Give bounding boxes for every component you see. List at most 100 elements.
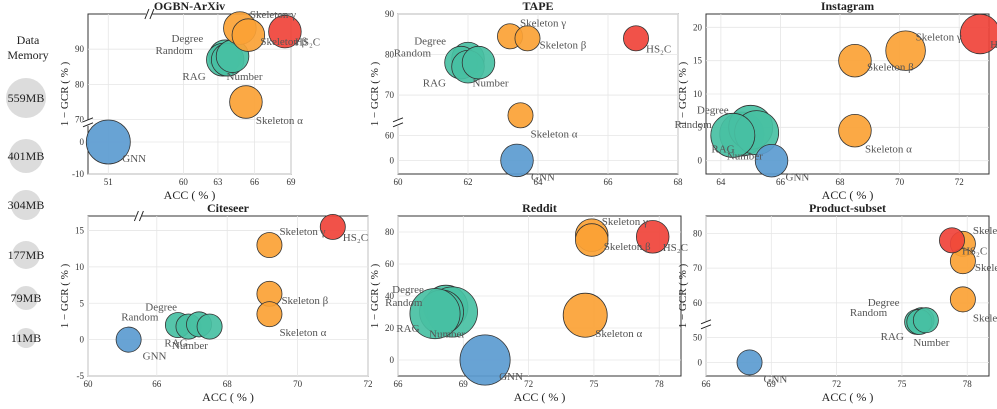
data-point-label: Number [913, 337, 949, 349]
y-tick-label: 10 [75, 262, 85, 272]
data-point-label: Skeleton β [975, 262, 997, 274]
data-point-label: GNN [499, 371, 523, 383]
data-point-label: HS₂C [295, 37, 320, 49]
y-tick-label: 70 [693, 263, 703, 273]
x-tick-label: 62 [464, 177, 473, 187]
data-point-bubble [736, 349, 763, 376]
data-point-label: Skeleton γ [520, 17, 566, 29]
data-point-label: Skeleton β [540, 39, 587, 51]
legend-size-label: 559MB [8, 91, 45, 105]
x-tick-label: 68 [836, 177, 846, 187]
chart-panel: 51 60 63 66 69 -10 0 70 80 90 OGBN-ArXiv ACC ( % ) 1… [59, 0, 320, 202]
legend-size-label: 177MB [8, 248, 45, 262]
data-point-label: Skeleton γ [973, 225, 997, 237]
legend-bubbles: 559MB 401MB 304MB 177MB 79MB 11MB [6, 78, 46, 348]
y-axis-label: 1 − GCR ( % ) [677, 263, 689, 328]
data-point-label: Random [394, 48, 432, 60]
data-point-label: Random [121, 312, 159, 324]
data-point-label: RAG [881, 331, 904, 343]
x-axis-label: ACC ( % ) [822, 390, 874, 404]
legend-bubble [11, 190, 41, 220]
y-tick-label: 20 [385, 323, 395, 333]
data-point-label: Skeleton γ [916, 32, 962, 44]
legend-bubble [16, 328, 36, 348]
data-point-bubble [912, 307, 939, 334]
x-tick-label: 70 [293, 379, 303, 389]
data-point-label: Degree [414, 36, 446, 48]
y-tick-label: 0 [698, 156, 703, 166]
y-tick-label: 5 [80, 298, 85, 308]
x-tick-label: 51 [104, 177, 113, 187]
data-point-label: Random [385, 297, 423, 309]
data-point-label: Degree [697, 104, 729, 116]
x-axis-label: ACC ( % ) [164, 188, 216, 202]
chart-panel: 66 69 72 75 78 0 50 60 70 80 Product-subset ACC ( %… [677, 201, 997, 404]
data-point-label: RAG [182, 71, 205, 83]
x-tick-label: 72 [955, 177, 964, 187]
legend-bubble [12, 241, 40, 269]
data-point-label: Number [429, 329, 465, 341]
data-point-label: RAG [396, 323, 419, 335]
data-point-label: Number [172, 340, 208, 352]
x-axis-label: ACC ( % ) [822, 188, 874, 202]
data-point-bubble [939, 227, 965, 254]
y-tick-label: 0 [390, 155, 395, 165]
x-axis-break [144, 8, 150, 20]
y-tick-label: 5 [698, 122, 703, 132]
data-point-label: HS₂C [962, 245, 987, 257]
y-tick-label: 60 [693, 298, 703, 308]
y-tick-label: 60 [385, 131, 395, 141]
data-point-label: Skeleton β [604, 241, 651, 253]
data-point-label: HS₂C [990, 39, 997, 51]
x-tick-label: 72 [832, 379, 841, 389]
data-point-label: Number [473, 78, 509, 90]
x-tick-label: 68 [674, 177, 684, 187]
data-point-label: RAG [711, 144, 734, 156]
data-point-bubble [85, 119, 131, 165]
x-tick-label: 70 [895, 177, 905, 187]
data-point-label: HS₂C [663, 242, 688, 254]
y-tick-label: 80 [693, 228, 703, 238]
y-tick-label: 0 [80, 335, 85, 345]
chart-panel: 66 69 72 75 78 0 20 40 60 80 Reddit ACC ( % ) 1 − GC… [369, 201, 688, 404]
x-tick-label: 72 [524, 379, 533, 389]
x-tick-label: 64 [534, 177, 544, 187]
chart-panel: 64 66 68 70 72 0 5 10 15 20 Instagram ACC ( % ) 1 − … [674, 0, 997, 202]
data-point-label: Skeleton γ [279, 226, 325, 238]
data-point-label: Skeleton α [279, 327, 326, 339]
data-point-label: GNN [531, 171, 555, 183]
data-point-bubble [635, 220, 670, 254]
x-tick-label: 78 [963, 379, 973, 389]
x-tick-label: 63 [213, 177, 223, 187]
data-point-label: Skeleton α [973, 312, 997, 324]
data-point-label: GNN [786, 172, 810, 184]
data-point-bubble [885, 30, 926, 71]
y-tick-label: 10 [693, 89, 703, 99]
y-tick-label: -5 [77, 371, 85, 381]
x-axis-break [138, 210, 144, 222]
y-axis-break-gap [83, 119, 93, 126]
data-point-label: Skeleton β [260, 36, 307, 48]
data-point-bubble [949, 286, 976, 313]
legend-bubble [6, 78, 46, 118]
data-point-label: GNN [143, 351, 167, 363]
x-axis-label: ACC ( % ) [202, 390, 254, 404]
data-point-bubble [459, 334, 511, 386]
y-tick-label: 80 [385, 227, 395, 237]
y-tick-label: 70 [75, 115, 85, 125]
data-point-label: Degree [145, 301, 177, 313]
legend-bubble [9, 139, 43, 173]
x-tick-label: 66 [776, 177, 786, 187]
data-point-bubble [115, 326, 142, 353]
panel-title: Instagram [821, 0, 874, 13]
data-point-bubble [710, 112, 756, 158]
y-tick-label: 15 [693, 56, 703, 66]
x-tick-label: 66 [152, 379, 162, 389]
data-point-bubble [256, 232, 283, 259]
chart-panel: 60 62 64 66 68 0 60 70 80 90 TAPE 1 − GCR ( % ) GNN H… [369, 0, 683, 187]
y-tick-label: 40 [385, 291, 395, 301]
y-tick-label: 70 [385, 90, 395, 100]
legend-bubble [14, 286, 38, 310]
y-axis-break [392, 117, 404, 123]
data-point-label: Degree [392, 284, 424, 296]
